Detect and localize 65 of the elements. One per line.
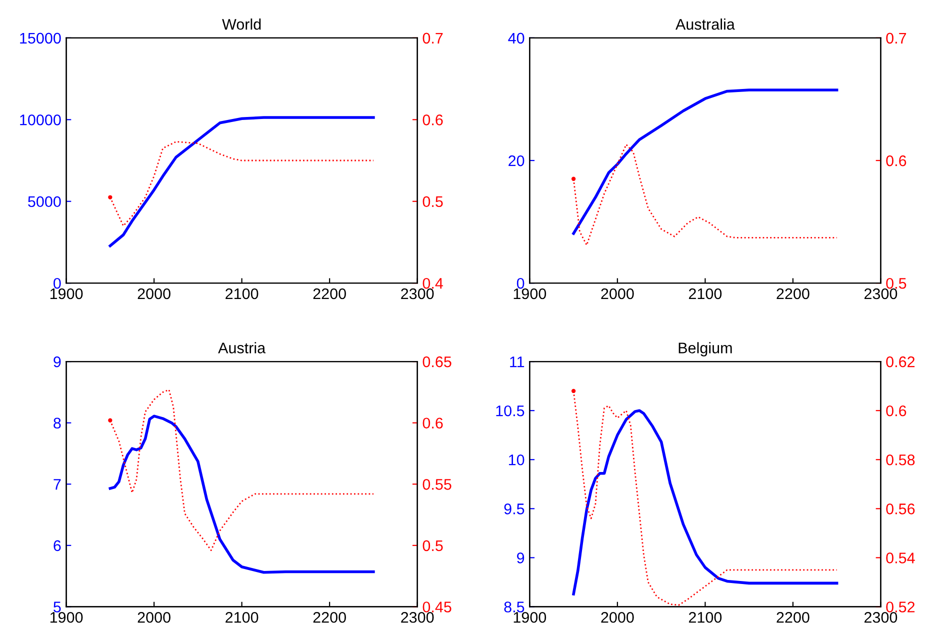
y2-tick-label: 0.7	[886, 32, 906, 44]
y2-tick-label: 0.6	[886, 405, 906, 416]
line-series	[108, 389, 374, 552]
y2-tick-label: 0.52	[886, 602, 915, 612]
chart-title: Austria	[218, 342, 266, 354]
y-tick-label: 10000	[20, 114, 61, 126]
x-tick-label: 1900	[50, 612, 83, 623]
y-tick-label: 15000	[20, 32, 61, 44]
x-tick-label: 2100	[226, 288, 258, 300]
x-tick-label: 2300	[864, 612, 898, 623]
y-tick-label: 11	[510, 356, 524, 368]
x-tick-label: 2100	[688, 612, 722, 623]
line-series	[108, 141, 374, 227]
x-tick-label: 2200	[313, 612, 346, 623]
y-tick-label: 10	[508, 454, 524, 466]
x-tick-label: 2300	[401, 288, 434, 300]
x-tick-label: 2200	[313, 288, 346, 300]
x-tick-label: 2300	[401, 612, 434, 623]
chart-title: Australia	[676, 18, 735, 30]
x-tick-label: 2000	[138, 612, 170, 623]
y-tick-label: 0	[54, 278, 61, 289]
y-tick-label: 5000	[28, 196, 61, 208]
y2-tick-label: 0.65	[422, 356, 452, 368]
y-tick-label: 8	[54, 418, 61, 429]
y2-tick-label: 0.55	[422, 479, 452, 490]
line-series	[108, 414, 375, 574]
x-tick-label: 1900	[514, 288, 546, 300]
y-tick-label: 8.5	[504, 602, 524, 612]
x-tick-label: 2000	[601, 612, 634, 623]
x-tick-label: 2200	[776, 612, 810, 623]
y-tick-label: 5	[54, 602, 61, 612]
x-tick-label: 2100	[688, 288, 722, 300]
x-tick-label: 1900	[50, 288, 83, 300]
y2-tick-label: 0.5	[422, 540, 443, 552]
y-tick-label: 7	[54, 479, 61, 490]
y2-tick-label: 0.7	[422, 32, 443, 44]
x-tick-label: 2000	[138, 288, 170, 300]
y2-tick-label: 0.5	[886, 278, 906, 289]
line-series	[108, 116, 375, 248]
y-tick-label: 0	[516, 278, 524, 289]
y-tick-label: 6	[54, 540, 61, 552]
y2-tick-label: 0.56	[886, 504, 915, 514]
y-tick-label: 10.5	[496, 405, 524, 416]
line-series	[572, 88, 838, 235]
y2-tick-label: 0.58	[886, 454, 915, 466]
y2-tick-label: 0.4	[422, 278, 443, 289]
chart-title: World	[222, 18, 261, 30]
y2-tick-label: 0.45	[422, 602, 452, 612]
x-tick-label: 2200	[776, 288, 810, 300]
chart-title: Belgium	[678, 342, 732, 356]
y-tick-label: 9	[54, 356, 61, 368]
y-tick-label: 9.5	[504, 504, 524, 514]
x-tick-label: 2300	[864, 288, 898, 300]
y2-tick-label: 0.6	[422, 418, 443, 429]
y-tick-label: 40	[508, 32, 524, 44]
y2-tick-label: 0.6	[422, 114, 443, 126]
x-tick-label: 2000	[601, 288, 634, 300]
y-tick-label: 9	[517, 552, 524, 564]
y2-tick-label: 0.5	[422, 196, 443, 208]
y2-tick-label: 0.54	[886, 552, 915, 564]
y2-tick-label: 0.6	[886, 155, 906, 166]
x-tick-label: 2100	[226, 612, 258, 623]
y2-tick-label: 0.62	[886, 356, 915, 368]
x-tick-label: 1900	[514, 612, 546, 623]
y-tick-label: 20	[508, 155, 524, 166]
